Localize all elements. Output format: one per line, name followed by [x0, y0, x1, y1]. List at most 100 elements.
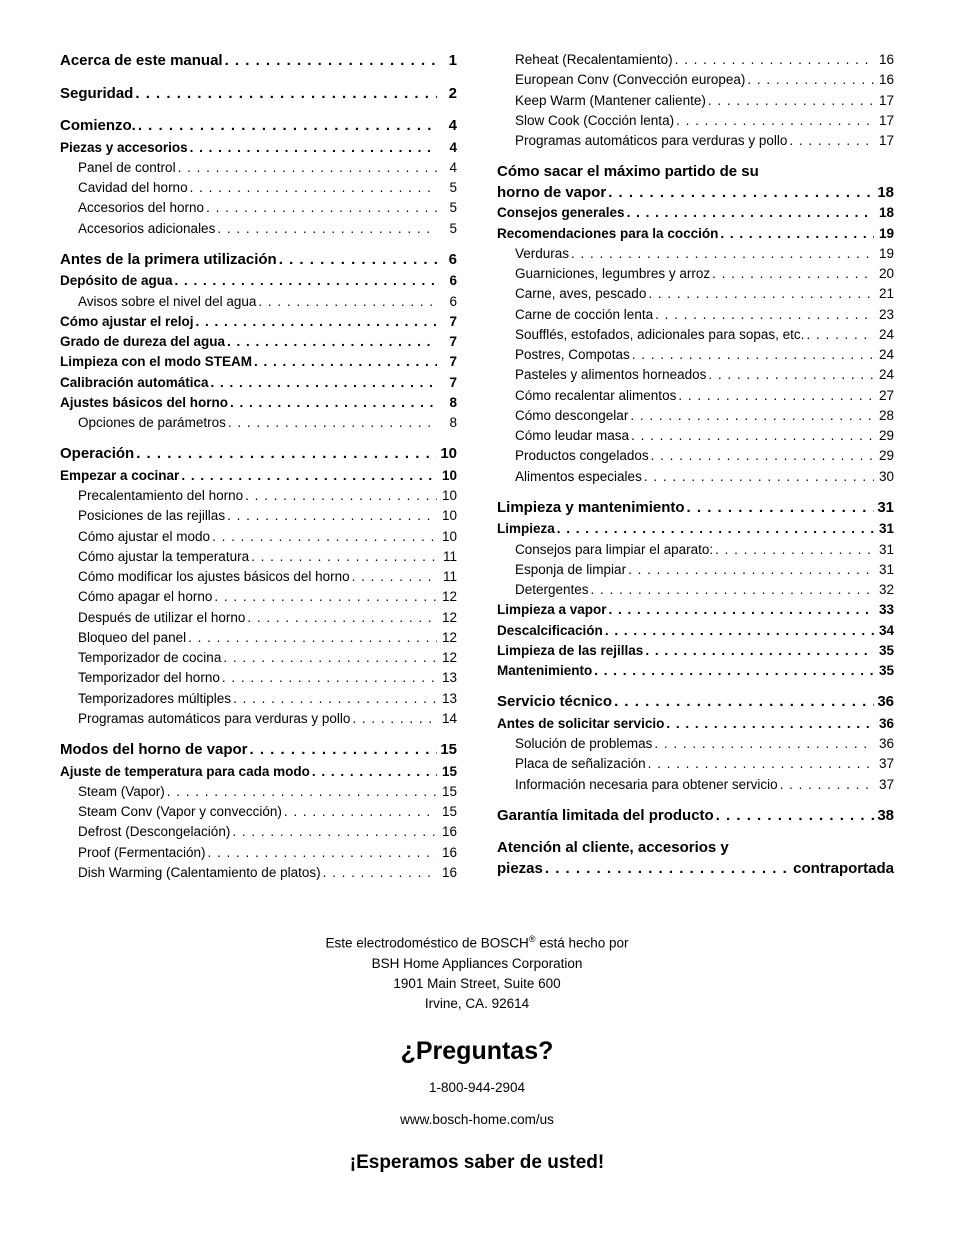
- toc-label: Proof (Fermentación): [78, 843, 206, 863]
- toc-leader-dots: . . . . . . . . . . . . . . . . . . . . …: [204, 198, 437, 218]
- toc-label: Limpieza de las rejillas: [497, 641, 643, 661]
- toc-label: Bloqueo del panel: [78, 628, 186, 648]
- toc-label: Comienzo.: [60, 115, 136, 138]
- toc-entry: Ajuste de temperatura para cada modo . .…: [60, 762, 457, 782]
- toc-page-number: 37: [874, 754, 894, 774]
- toc-leader-dots: . . . . . . . . . . . . . . . . . . . . …: [248, 739, 437, 762]
- toc-label: Solución de problemas: [515, 734, 652, 754]
- toc-label: Consejos generales: [497, 203, 625, 223]
- toc-leader-dots: . . . . . . . . . . . . . . . . . . . . …: [249, 547, 437, 567]
- toc-entry: Cómo ajustar el modo . . . . . . . . . .…: [60, 527, 457, 547]
- toc-label: Temporizadores múltiples: [78, 689, 231, 709]
- toc-label: Después de utilizar el horno: [78, 608, 245, 628]
- toc-label: Información necesaria para obtener servi…: [515, 775, 778, 795]
- brand-prefix: Este electrodoméstico de BOSCH: [325, 936, 528, 951]
- toc-entry: Soufflés, estofados, adicionales para so…: [497, 325, 894, 345]
- toc-label: Guarniciones, legumbres y arroz: [515, 264, 710, 284]
- website-url: www.bosch-home.com/us: [60, 1110, 894, 1130]
- toc-entry: Antes de solicitar servicio . . . . . . …: [497, 714, 894, 734]
- toc-page-number: 15: [437, 762, 457, 782]
- toc-leader-dots: . . . . . . . . . . . . . . . . . . . . …: [787, 131, 874, 151]
- toc-label: Carne, aves, pescado: [515, 284, 646, 304]
- toc-leader-dots: . . . . . . . . . . . . . . . . . . . . …: [188, 138, 437, 158]
- toc-page-number: 28: [874, 406, 894, 426]
- toc-entry: Dish Warming (Calentamiento de platos) .…: [60, 863, 457, 883]
- toc-leader-dots: . . . . . . . . . . . . . . . . . . . . …: [643, 641, 874, 661]
- toc-page-number: 31: [874, 519, 894, 539]
- toc-page-number: 10: [437, 466, 457, 486]
- toc-page-number: 38: [874, 805, 894, 828]
- toc-entry: Pasteles y alimentos horneados . . . . .…: [497, 365, 894, 385]
- toc-leader-dots: . . . . . . . . . . . . . . . . . . . . …: [710, 264, 874, 284]
- toc-leader-dots: . . . . . . . . . . . . . . . . . . . . …: [215, 219, 437, 239]
- toc-entry: Esponja de limpiar . . . . . . . . . . .…: [497, 560, 894, 580]
- toc-column-right: Reheat (Recalentamiento) . . . . . . . .…: [497, 50, 894, 883]
- toc-label: Productos congelados: [515, 446, 649, 466]
- toc-entry: Grado de dureza del agua . . . . . . . .…: [60, 332, 457, 352]
- toc-entry: Consejos para limpiar el aparato: . . . …: [497, 540, 894, 560]
- toc-leader-dots: . . . . . . . . . . . . . . . . . . . . …: [646, 754, 874, 774]
- toc-page-number: 8: [437, 413, 457, 433]
- toc-entry: Información necesaria para obtener servi…: [497, 775, 894, 795]
- toc-leader-dots: . . . . . . . . . . . . . . . . . . . . …: [606, 182, 874, 203]
- toc-page-number: 1: [437, 50, 457, 73]
- toc-leader-dots: . . . . . . . . . . . . . . . . . . . . …: [589, 580, 874, 600]
- toc-label: Cómo descongelar: [515, 406, 628, 426]
- toc-page-number: 21: [874, 284, 894, 304]
- toc-page-number: 29: [874, 426, 894, 446]
- toc-page-number: 15: [437, 739, 457, 762]
- toc-page-number: 12: [437, 608, 457, 628]
- toc-page-number: 11: [437, 567, 457, 587]
- toc-label: Defrost (Descongelación): [78, 822, 230, 842]
- toc-label: Placa de señalización: [515, 754, 646, 774]
- toc-leader-dots: . . . . . . . . . . . . . . . . . . . . …: [626, 560, 874, 580]
- toc-leader-dots: . . . . . . . . . . . . . . . . . . . . …: [652, 734, 874, 754]
- toc-leader-dots: . . . . . . . . . . . . . . . . . . . . …: [555, 519, 874, 539]
- toc-leader-dots: . . . . . . . . . . . . . . . . . . . . …: [745, 70, 874, 90]
- toc-label: Atención al cliente, accesorios y: [497, 837, 894, 858]
- toc-page-number: 36: [874, 691, 894, 714]
- toc-leader-dots: . . . . . . . . . . . . . . . . . . . . …: [209, 373, 437, 393]
- toc-page-number: 12: [437, 628, 457, 648]
- toc-leader-dots: . . . . . . . . . . . . . . . . . . . . …: [612, 691, 874, 714]
- toc-label: Seguridad: [60, 83, 133, 106]
- toc-leader-dots: . . . . . . . . . . . . . . . . . . . . …: [706, 365, 874, 385]
- toc-label: Descalcificación: [497, 621, 603, 641]
- toc-label: Dish Warming (Calentamiento de platos): [78, 863, 321, 883]
- toc-label: European Conv (Convección europea): [515, 70, 745, 90]
- toc-leader-dots: . . . . . . . . . . . . . . . . . . . . …: [225, 332, 437, 352]
- toc-leader-dots: . . . . . . . . . . . . . . . . . . . . …: [252, 352, 437, 372]
- toc-page-number: 27: [874, 386, 894, 406]
- toc-leader-dots: . . . . . . . . . . . . . . . . . . . . …: [649, 446, 874, 466]
- toc-page-number: 34: [874, 621, 894, 641]
- toc-leader-dots: . . . . . . . . . . . . . . . . . . . . …: [221, 648, 437, 668]
- toc-label: Limpieza: [497, 519, 555, 539]
- toc-leader-dots: . . . . . . . . . . . . . . . . . . . . …: [685, 497, 874, 520]
- toc-label: Cómo ajustar el reloj: [60, 312, 194, 332]
- toc-entry: Recomendaciones para la cocción . . . . …: [497, 224, 894, 244]
- toc-leader-dots: . . . . . . . . . . . . . . . . . . . . …: [350, 709, 437, 729]
- toc-entry: Mantenimiento . . . . . . . . . . . . . …: [497, 661, 894, 681]
- toc-label: Programas automáticos para verduras y po…: [515, 131, 787, 151]
- toc-page-number: 31: [874, 497, 894, 520]
- toc-entry: Limpieza a vapor . . . . . . . . . . . .…: [497, 600, 894, 620]
- closing-line: ¡Esperamos saber de usted!: [60, 1149, 894, 1178]
- toc-entry: Postres, Compotas . . . . . . . . . . . …: [497, 345, 894, 365]
- toc-label: Limpieza y mantenimiento: [497, 497, 685, 520]
- toc-page-number: 11: [437, 547, 457, 567]
- toc-entry: Cómo recalentar alimentos . . . . . . . …: [497, 386, 894, 406]
- toc-label: Soufflés, estofados, adicionales para so…: [515, 325, 804, 345]
- toc-leader-dots: . . . . . . . . . . . . . . . . . . . . …: [310, 762, 437, 782]
- toc-entry: Seguridad . . . . . . . . . . . . . . . …: [60, 83, 457, 106]
- toc-page-number: 6: [437, 249, 457, 272]
- toc-entry: Alimentos especiales . . . . . . . . . .…: [497, 467, 894, 487]
- toc-entry: Servicio técnico . . . . . . . . . . . .…: [497, 691, 894, 714]
- toc-page-number: 18: [874, 182, 894, 203]
- toc-label: Empezar a cocinar: [60, 466, 179, 486]
- toc-entry: Piezas y accesorios . . . . . . . . . . …: [60, 138, 457, 158]
- toc-leader-dots: . . . . . . . . . . . . . . . . . . . . …: [674, 111, 874, 131]
- toc-label: Temporizador del horno: [78, 668, 220, 688]
- toc-label: Depósito de agua: [60, 271, 173, 291]
- toc-entry: Accesorios adicionales . . . . . . . . .…: [60, 219, 457, 239]
- toc-entry: Cómo ajustar la temperatura . . . . . . …: [60, 547, 457, 567]
